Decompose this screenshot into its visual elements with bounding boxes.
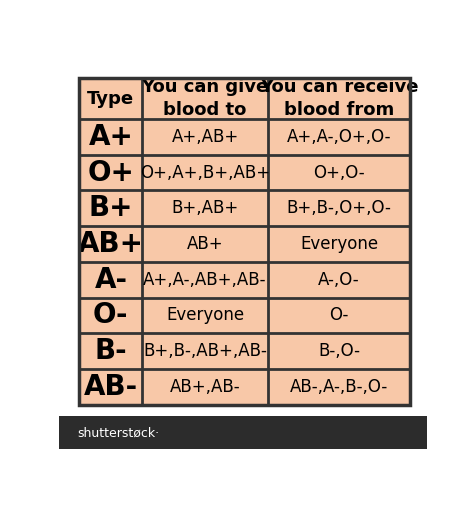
- Text: Type: Type: [87, 89, 135, 108]
- Text: B+,B-,O+,O-: B+,B-,O+,O-: [287, 199, 392, 217]
- Text: O-: O-: [93, 301, 128, 329]
- Text: AB+: AB+: [78, 230, 144, 258]
- Text: B-,O-: B-,O-: [318, 342, 360, 360]
- Text: O+,A+,B+,AB+: O+,A+,B+,AB+: [140, 164, 270, 181]
- Text: A+: A+: [89, 123, 133, 151]
- Text: You can receive
blood from: You can receive blood from: [260, 78, 418, 119]
- Text: A-,O-: A-,O-: [318, 271, 360, 289]
- Text: O+,O-: O+,O-: [313, 164, 365, 181]
- Bar: [80, 78, 410, 405]
- Bar: [59, 417, 427, 449]
- Text: B-: B-: [94, 337, 127, 365]
- Text: A+,A-,AB+,AB-: A+,A-,AB+,AB-: [143, 271, 267, 289]
- Text: AB+: AB+: [187, 235, 223, 253]
- Text: A+,AB+: A+,AB+: [172, 128, 239, 146]
- Text: B+,B-,AB+,AB-: B+,B-,AB+,AB-: [143, 342, 267, 360]
- Text: B+: B+: [89, 194, 133, 222]
- Text: O+: O+: [87, 159, 134, 186]
- Text: shutterstøck·: shutterstøck·: [78, 426, 160, 439]
- Text: O-: O-: [329, 307, 349, 324]
- Text: Everyone: Everyone: [166, 307, 244, 324]
- Bar: [80, 78, 410, 405]
- Text: Everyone: Everyone: [300, 235, 378, 253]
- Text: A-: A-: [94, 266, 128, 294]
- Text: AB-,A-,B-,O-: AB-,A-,B-,O-: [290, 378, 388, 396]
- Text: AB-: AB-: [84, 373, 138, 401]
- Text: A+,A-,O+,O-: A+,A-,O+,O-: [287, 128, 391, 146]
- Text: B+,AB+: B+,AB+: [172, 199, 239, 217]
- Text: AB+,AB-: AB+,AB-: [170, 378, 240, 396]
- Text: You can give
blood to: You can give blood to: [141, 78, 269, 119]
